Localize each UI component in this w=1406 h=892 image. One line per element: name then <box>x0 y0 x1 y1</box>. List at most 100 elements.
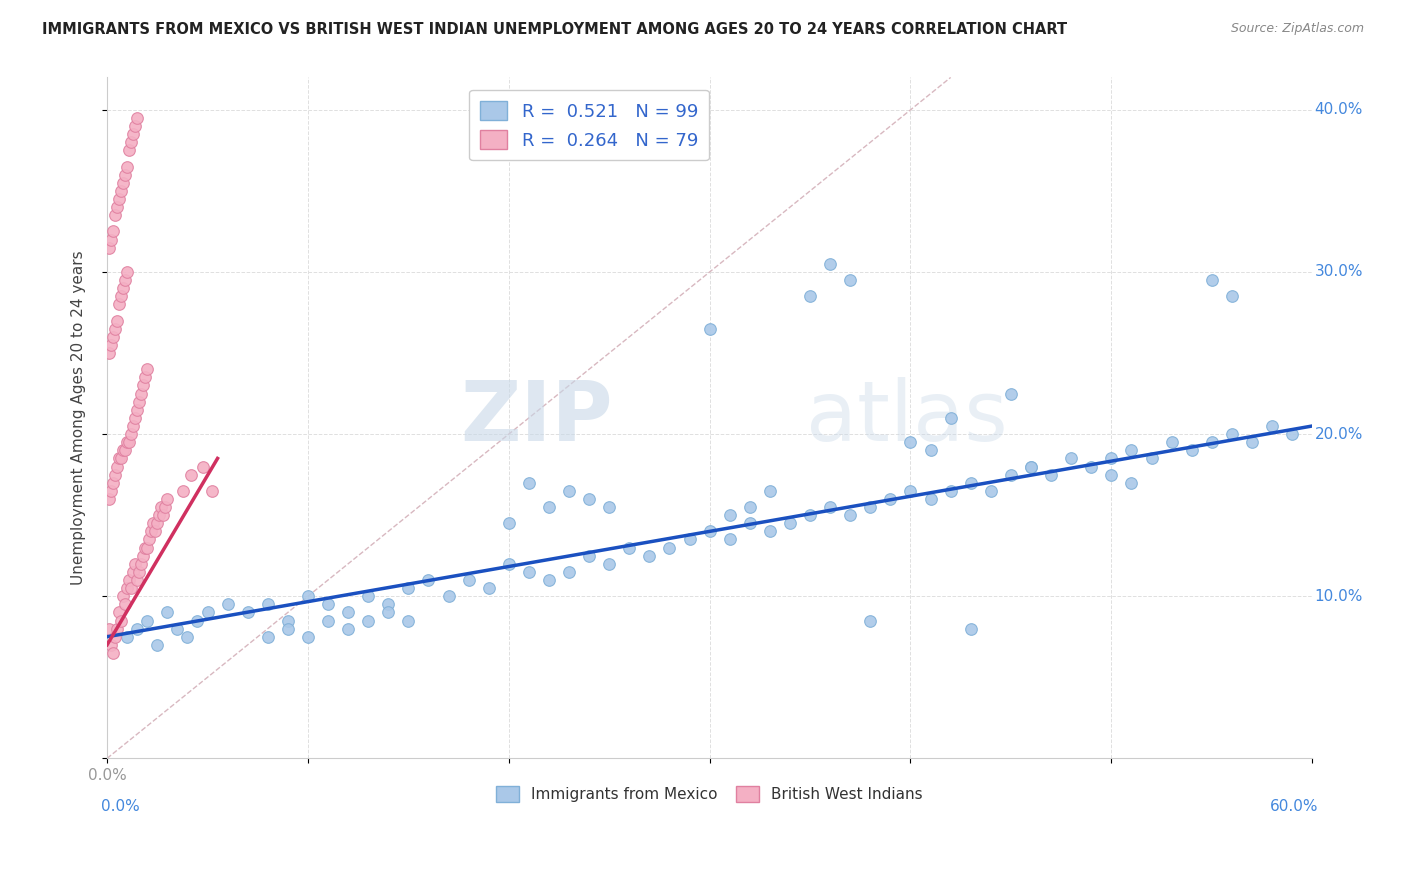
Text: IMMIGRANTS FROM MEXICO VS BRITISH WEST INDIAN UNEMPLOYMENT AMONG AGES 20 TO 24 Y: IMMIGRANTS FROM MEXICO VS BRITISH WEST I… <box>42 22 1067 37</box>
Point <box>537 573 560 587</box>
Point <box>1099 451 1122 466</box>
Point <box>236 606 259 620</box>
Point <box>718 533 741 547</box>
Point <box>920 443 942 458</box>
Point <box>100 338 122 352</box>
Point <box>699 322 721 336</box>
Point <box>98 241 121 255</box>
Point <box>186 614 208 628</box>
Point <box>156 491 179 506</box>
Point <box>142 516 165 531</box>
Point <box>143 524 166 539</box>
Point <box>517 565 540 579</box>
Point <box>678 533 700 547</box>
Point <box>598 500 620 514</box>
Point <box>759 524 782 539</box>
Point <box>939 410 962 425</box>
Point <box>498 557 520 571</box>
Point <box>558 483 581 498</box>
Point <box>101 475 124 490</box>
Point <box>779 516 801 531</box>
Point <box>578 549 600 563</box>
Point <box>256 598 278 612</box>
Point <box>110 184 132 198</box>
Text: 30.0%: 30.0% <box>1315 265 1362 279</box>
Point <box>105 200 128 214</box>
Point <box>578 491 600 506</box>
Point <box>1099 467 1122 482</box>
Point <box>104 208 127 222</box>
Point <box>127 622 149 636</box>
Point <box>101 646 124 660</box>
Point <box>859 614 882 628</box>
Point <box>114 273 136 287</box>
Point <box>112 589 135 603</box>
Point <box>98 622 121 636</box>
Point <box>839 508 862 523</box>
Point <box>498 516 520 531</box>
Point <box>129 386 152 401</box>
Point <box>128 394 150 409</box>
Point <box>759 483 782 498</box>
Point <box>377 598 399 612</box>
Point <box>799 508 821 523</box>
Point <box>115 630 138 644</box>
Point <box>129 557 152 571</box>
Point <box>619 541 641 555</box>
Point <box>110 451 132 466</box>
Point <box>108 606 131 620</box>
Point <box>122 419 145 434</box>
Point <box>118 573 141 587</box>
Text: 40.0%: 40.0% <box>1315 103 1362 118</box>
Point <box>115 435 138 450</box>
Point <box>738 500 761 514</box>
Point <box>980 483 1002 498</box>
Point <box>1000 467 1022 482</box>
Point <box>217 598 239 612</box>
Point <box>152 508 174 523</box>
Point <box>138 533 160 547</box>
Point <box>839 273 862 287</box>
Text: ZIP: ZIP <box>461 377 613 458</box>
Point <box>115 581 138 595</box>
Point <box>112 176 135 190</box>
Point <box>316 598 339 612</box>
Point <box>437 589 460 603</box>
Point <box>658 541 681 555</box>
Point <box>132 378 155 392</box>
Point <box>537 500 560 514</box>
Point <box>101 224 124 238</box>
Point <box>1121 475 1143 490</box>
Point <box>166 622 188 636</box>
Point <box>197 606 219 620</box>
Point <box>134 370 156 384</box>
Text: 0.0%: 0.0% <box>101 799 139 814</box>
Point <box>900 483 922 498</box>
Point <box>256 630 278 644</box>
Point <box>98 346 121 360</box>
Point <box>718 508 741 523</box>
Point <box>1019 459 1042 474</box>
Point <box>108 451 131 466</box>
Point <box>1261 419 1284 434</box>
Point <box>598 557 620 571</box>
Point <box>100 483 122 498</box>
Point <box>357 614 380 628</box>
Point <box>110 289 132 303</box>
Text: 60.0%: 60.0% <box>1270 799 1319 814</box>
Point <box>200 483 222 498</box>
Point <box>396 614 419 628</box>
Point <box>120 581 142 595</box>
Point <box>155 500 177 514</box>
Point <box>100 638 122 652</box>
Point <box>104 322 127 336</box>
Point <box>1181 443 1204 458</box>
Point <box>920 491 942 506</box>
Point <box>105 313 128 327</box>
Point <box>1060 451 1083 466</box>
Point <box>112 281 135 295</box>
Point <box>118 144 141 158</box>
Text: atlas: atlas <box>806 377 1008 458</box>
Point <box>939 483 962 498</box>
Point <box>337 622 360 636</box>
